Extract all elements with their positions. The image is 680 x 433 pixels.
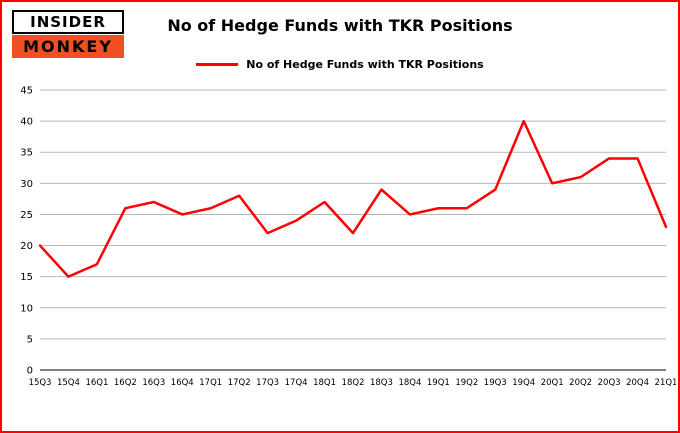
insider-monkey-logo: INSIDER MONKEY <box>12 10 124 58</box>
legend-label: No of Hedge Funds with TKR Positions <box>246 58 484 71</box>
chart-svg: 0 5 10 15 20 25 30 35 40 45 15Q3 15Q4 16Q1 16Q2 16Q3 16… <box>20 86 676 389</box>
svg-text:40: 40 <box>20 117 33 128</box>
svg-text:35: 35 <box>20 148 33 159</box>
svg-text:19Q1: 19Q1 <box>427 378 450 388</box>
svg-text:30: 30 <box>20 179 33 190</box>
svg-text:19Q2: 19Q2 <box>455 378 478 388</box>
svg-text:21Q1: 21Q1 <box>655 378 676 388</box>
svg-text:15: 15 <box>20 272 33 283</box>
svg-text:18Q3: 18Q3 <box>370 378 393 388</box>
logo-monkey-text: MONKEY <box>12 35 124 58</box>
svg-text:18Q2: 18Q2 <box>342 378 365 388</box>
svg-text:25: 25 <box>20 210 33 221</box>
svg-text:10: 10 <box>20 303 33 314</box>
svg-text:20Q2: 20Q2 <box>569 378 592 388</box>
svg-text:18Q4: 18Q4 <box>398 378 421 388</box>
logo-insider-text: INSIDER <box>12 10 124 34</box>
svg-text:19Q3: 19Q3 <box>484 378 507 388</box>
svg-text:18Q1: 18Q1 <box>313 378 336 388</box>
svg-text:20Q1: 20Q1 <box>541 378 564 388</box>
svg-text:17Q2: 17Q2 <box>228 378 251 388</box>
svg-text:20: 20 <box>20 241 33 252</box>
svg-text:17Q3: 17Q3 <box>256 378 279 388</box>
svg-text:15Q3: 15Q3 <box>29 378 52 388</box>
legend: No of Hedge Funds with TKR Positions <box>2 58 678 71</box>
svg-text:19Q4: 19Q4 <box>512 378 535 388</box>
legend-line-swatch <box>196 63 239 66</box>
svg-text:45: 45 <box>20 86 33 97</box>
svg-text:15Q4: 15Q4 <box>57 378 80 388</box>
svg-text:5: 5 <box>27 334 33 345</box>
svg-text:17Q4: 17Q4 <box>285 378 308 388</box>
svg-text:16Q1: 16Q1 <box>85 378 108 388</box>
svg-text:0: 0 <box>27 366 33 377</box>
svg-text:17Q1: 17Q1 <box>199 378 222 388</box>
svg-text:16Q4: 16Q4 <box>171 378 194 388</box>
chart-title: No of Hedge Funds with TKR Positions <box>167 16 513 35</box>
svg-text:20Q4: 20Q4 <box>626 378 649 388</box>
svg-text:16Q2: 16Q2 <box>114 378 137 388</box>
svg-text:20Q3: 20Q3 <box>598 378 621 388</box>
svg-text:16Q3: 16Q3 <box>142 378 165 388</box>
